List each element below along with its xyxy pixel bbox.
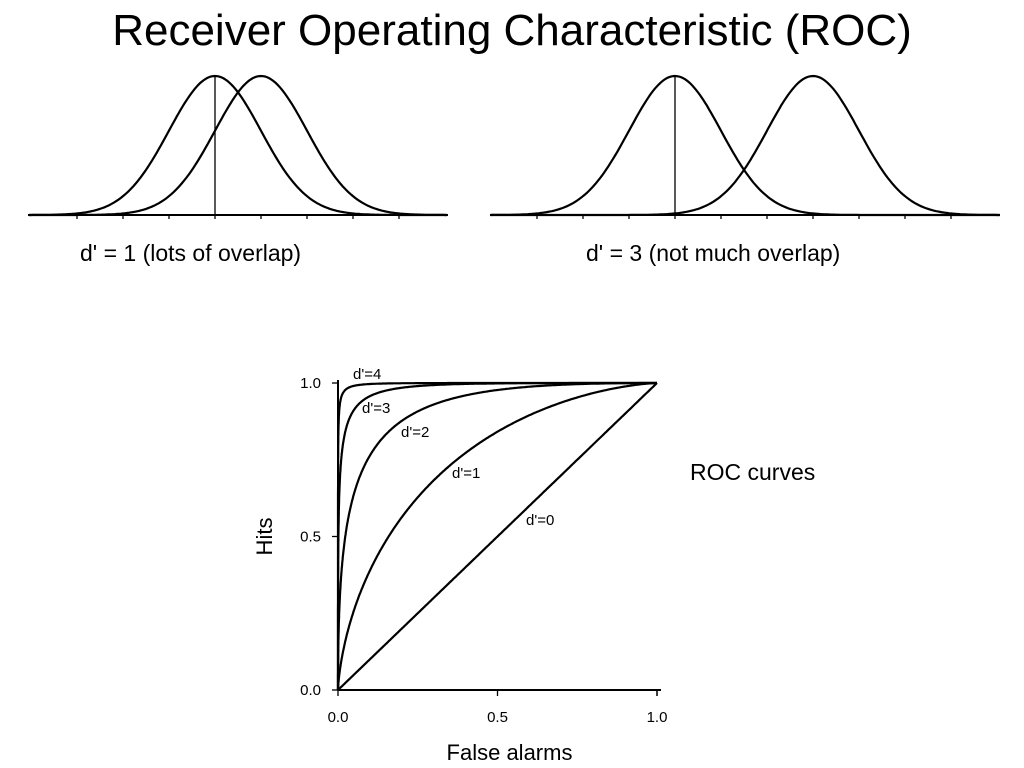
roc-curve-label-d3: d'=3 — [362, 400, 390, 417]
roc-curve-d1 — [336, 381, 658, 690]
distribution-panel-2 — [490, 74, 1000, 219]
roc-plot: 0.0 0.5 1.0 0.0 0.5 1.0 False alarms Hits d'=4 d'… — [252, 366, 667, 765]
x-axis-label: False alarms — [447, 740, 573, 765]
noise-distribution-curve — [490, 74, 1000, 217]
roc-curve-label-d2: d'=2 — [401, 424, 429, 441]
roc-curve-label-d0: d'=0 — [526, 512, 554, 529]
panel-caption-d1: d' = 1 (lots of overlap) — [80, 240, 302, 266]
x-tick-label: 0.5 — [487, 709, 508, 726]
panel-caption-d3: d' = 3 (not much overlap) — [586, 240, 841, 266]
distribution-panel-1 — [28, 74, 448, 219]
roc-curve-d2 — [336, 381, 657, 690]
y-tick-label: 0.0 — [300, 682, 321, 699]
noise-distribution-curve — [29, 74, 447, 217]
x-tick-label: 0.0 — [328, 709, 349, 726]
slide-title: Receiver Operating Characteristic (ROC) — [112, 6, 912, 55]
roc-curve-d0 — [337, 382, 658, 691]
x-tick-label: 1.0 — [647, 709, 668, 726]
roc-curve-label-d1: d'=1 — [452, 465, 480, 482]
y-tick-label: 1.0 — [300, 375, 321, 392]
y-tick-label: 0.5 — [300, 529, 321, 546]
roc-curve-label-d4: d'=4 — [353, 366, 381, 383]
roc-curve-d3 — [336, 381, 657, 690]
signal-distribution-curve — [490, 74, 1000, 217]
y-axis-label: Hits — [252, 518, 277, 556]
roc-side-label: ROC curves — [690, 459, 816, 485]
signal-distribution-curve — [29, 74, 447, 217]
